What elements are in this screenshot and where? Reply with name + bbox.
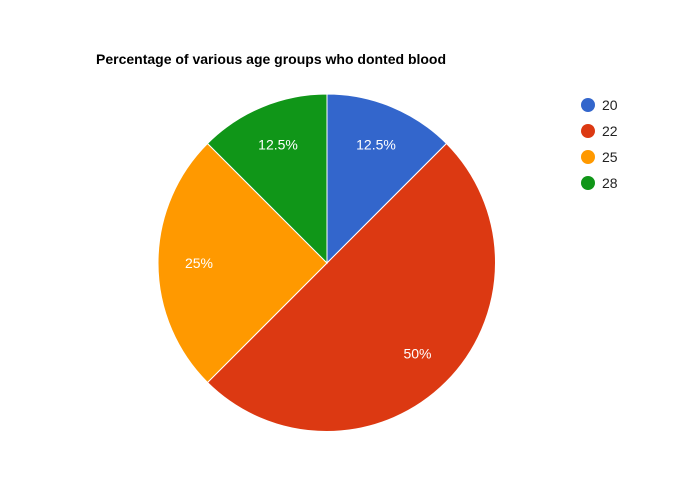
legend: 20 22 25 28 xyxy=(581,92,618,196)
legend-item[interactable]: 28 xyxy=(581,170,618,196)
legend-label: 25 xyxy=(602,149,618,165)
pie-slice-22[interactable] xyxy=(206,142,496,432)
legend-swatch xyxy=(581,150,595,164)
pie-slice-28[interactable] xyxy=(206,93,328,265)
slice-label: 25% xyxy=(185,255,213,271)
legend-label: 20 xyxy=(602,97,618,113)
legend-label: 28 xyxy=(602,175,618,191)
chart-title: Percentage of various age groups who don… xyxy=(96,51,447,67)
pie-slice-20[interactable] xyxy=(326,93,448,265)
legend-item[interactable]: 20 xyxy=(581,92,618,118)
legend-swatch xyxy=(581,176,595,190)
legend-item[interactable]: 22 xyxy=(581,118,618,144)
legend-label: 22 xyxy=(602,123,618,139)
slice-label: 12.5% xyxy=(258,137,298,153)
slice-label: 50% xyxy=(403,346,431,362)
legend-item[interactable]: 25 xyxy=(581,144,618,170)
pie-slice-25[interactable] xyxy=(157,142,328,384)
legend-swatch xyxy=(581,124,595,138)
legend-swatch xyxy=(581,98,595,112)
slice-label: 12.5% xyxy=(356,137,396,153)
